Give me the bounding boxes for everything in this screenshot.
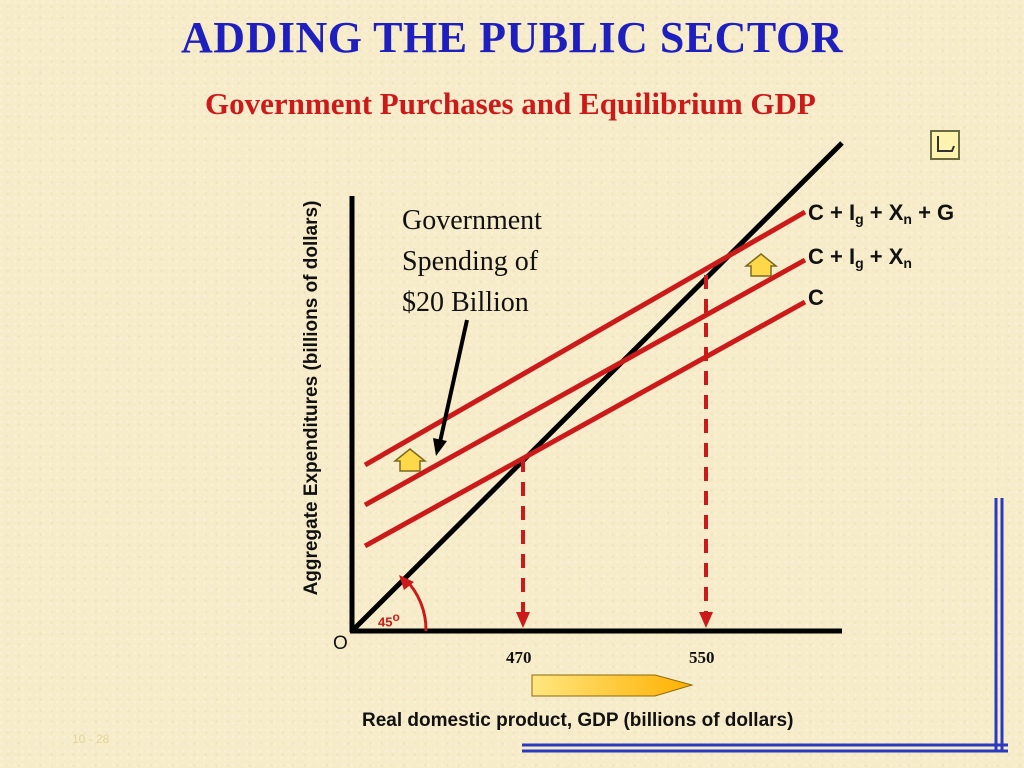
x-tick-550: 550: [689, 648, 715, 667]
label-part: + X: [863, 200, 904, 225]
line-c: [363, 299, 807, 549]
gdp-increase-arrow: [531, 674, 694, 697]
shift-up-arrow-right: [743, 253, 779, 277]
label-part: C + I: [808, 200, 856, 225]
label-c: C: [808, 285, 824, 311]
x-tick-470: 470: [506, 648, 532, 667]
annotation-pointer: [438, 319, 469, 443]
annotation-line-2: Spending of: [402, 246, 539, 277]
annotation-line-3: $20 Billion: [402, 287, 529, 318]
slide-subtitle: Government Purchases and Equilibrium GDP: [205, 86, 816, 121]
slide-title: ADDING THE PUBLIC SECTOR: [181, 13, 843, 62]
label-sub-g: g: [855, 211, 864, 227]
return-arrow-icon: [937, 136, 955, 152]
label-part: + X: [863, 244, 904, 269]
slide-number: 10 - 28: [72, 732, 110, 746]
angle-value: 45: [378, 614, 393, 630]
drop-arrow-550: [699, 612, 713, 628]
line-c-ig-xn-g: [363, 209, 807, 468]
shift-up-arrow-left: [392, 448, 428, 472]
y-axis-label: Aggregate Expenditures (billions of doll…: [301, 200, 322, 596]
label-c-ig-xn-g: C + Ig + Xn + G: [808, 200, 954, 227]
x-axis-label: Real domestic product, GDP (billions of …: [362, 710, 794, 731]
label-part: C: [808, 285, 824, 310]
annotation-line-1: Government: [402, 205, 542, 236]
label-sub-g: g: [855, 255, 864, 271]
label-sub-n: n: [903, 211, 912, 227]
label-part: + G: [911, 200, 955, 225]
label-sub-n: n: [903, 255, 912, 271]
line-c-ig-xn: [363, 257, 807, 508]
label-part: C + I: [808, 244, 856, 269]
label-c-ig-xn: C + Ig + Xn: [808, 244, 912, 271]
drop-arrow-470: [516, 612, 530, 628]
origin-label: O: [333, 633, 348, 654]
angle-label: 45o: [378, 610, 400, 629]
angle-arc-arrowhead: [399, 575, 414, 590]
forty-five-degree-line: [352, 141, 844, 631]
angle-degree: o: [392, 610, 400, 624]
angle-arc: [403, 577, 428, 632]
government-spending-annotation: Government Spending of $20 Billion: [402, 200, 542, 323]
annotation-pointer-head: [433, 438, 447, 456]
return-button[interactable]: [930, 130, 960, 160]
